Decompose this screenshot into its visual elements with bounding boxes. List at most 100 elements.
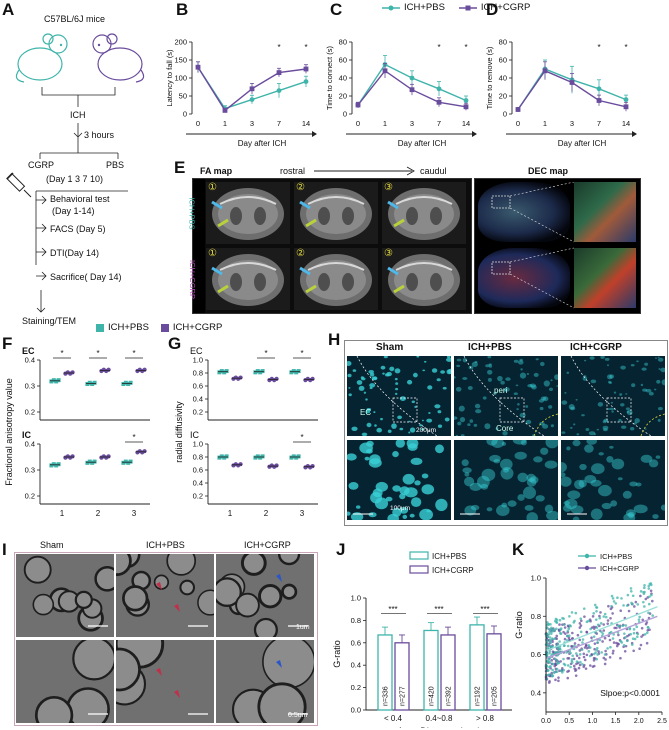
x-axis-label: Axon Diameter ( μm) [397, 726, 480, 728]
axon-profile [548, 405, 553, 409]
y-tick-label: 60 [339, 56, 347, 65]
axon-profile [504, 387, 510, 392]
data-point [590, 653, 594, 656]
panel-label-f: F [2, 334, 13, 353]
data-point [296, 454, 301, 459]
axon-profile [629, 481, 638, 487]
axon-profile [422, 369, 426, 372]
axon-profile [350, 512, 364, 520]
axon-profile [485, 364, 490, 368]
data-point [294, 455, 299, 460]
x-tick-label: 1 [223, 119, 227, 128]
data-point [217, 370, 222, 375]
dec-zoom-2 [574, 248, 636, 308]
sig-marker: * [277, 43, 280, 52]
x-tick-label: > 0.8 [476, 714, 495, 723]
axon-profile [550, 379, 553, 382]
axon-profile [610, 500, 618, 507]
data-point [589, 627, 592, 631]
data-point [596, 86, 602, 92]
data-point [551, 668, 554, 672]
x-tick-label: 1 [383, 119, 387, 128]
data-point [630, 601, 633, 605]
data-point [54, 379, 59, 384]
data-point [642, 600, 645, 604]
data-point [623, 104, 629, 110]
data-point [238, 462, 243, 467]
axon-profile [630, 427, 635, 431]
brain-section [387, 188, 460, 240]
data-point [609, 616, 612, 620]
data-point [642, 590, 645, 594]
data-point [585, 653, 589, 657]
axon-profile [518, 360, 524, 365]
data-point [579, 660, 582, 664]
axon-profile [535, 495, 545, 502]
axon-profile [348, 482, 359, 490]
myelinated-axon [235, 592, 260, 618]
data-point [582, 652, 586, 656]
axon-profile [455, 434, 458, 436]
data-point [409, 87, 415, 93]
x-tick-label: 14 [462, 119, 470, 128]
sig-marker: *** [480, 605, 489, 614]
data-point [291, 369, 296, 374]
legend-swatch [409, 551, 429, 560]
axon-profile [373, 411, 376, 414]
data-point [548, 660, 551, 663]
data-point [599, 622, 603, 625]
axon-profile [446, 369, 451, 375]
axon-profile [395, 382, 399, 385]
y-tick-label: 80 [339, 38, 347, 47]
data-point [556, 650, 560, 653]
panel-label-g: G [168, 334, 182, 353]
axon-profile [657, 418, 661, 422]
y-tick-label: 0.6 [193, 382, 203, 391]
sig-marker: * [624, 43, 627, 52]
data-point [628, 627, 632, 631]
axon-profile [633, 422, 637, 425]
data-point [611, 637, 615, 640]
y-tick-label: 80 [499, 38, 507, 47]
data-point [289, 370, 294, 375]
y-tick-label: 0.4 [25, 356, 35, 365]
em-image [34, 636, 117, 730]
panel-label-e: E [174, 158, 186, 177]
data-point [582, 665, 586, 669]
data-point [562, 668, 566, 672]
axon-profile [460, 434, 465, 436]
axon-profile [369, 372, 375, 377]
axon-profile [402, 514, 408, 519]
axon-profile [640, 383, 644, 387]
data-point [554, 657, 557, 661]
i-cgrp-label: ICH+CGRP [244, 540, 291, 550]
axon-profile [402, 473, 415, 485]
axon-profile [608, 380, 611, 384]
axon-profile [493, 459, 501, 464]
dec-zoom-1 [574, 182, 636, 242]
workflow-arrows [36, 195, 47, 281]
axon-profile [462, 358, 468, 363]
data-point [558, 640, 561, 643]
data-point [436, 99, 442, 105]
data-point [555, 627, 558, 631]
bar [469, 624, 485, 711]
region-boundary [356, 356, 438, 436]
panel-label-j: J [336, 540, 346, 559]
data-point [85, 460, 90, 465]
data-point [631, 594, 635, 598]
data-point [128, 459, 133, 464]
axon-profile [410, 497, 422, 507]
stain-image [561, 356, 665, 436]
data-point [614, 602, 618, 605]
axon-profile [563, 504, 572, 512]
data-point [595, 626, 599, 629]
axon-profile [455, 386, 462, 392]
data-point [562, 657, 565, 661]
data-point [566, 670, 569, 673]
axon-profile [656, 379, 661, 384]
x-tick-label: 1 [60, 509, 65, 518]
data-point [121, 460, 126, 465]
data-point [578, 638, 582, 642]
axon-profile [493, 391, 497, 395]
